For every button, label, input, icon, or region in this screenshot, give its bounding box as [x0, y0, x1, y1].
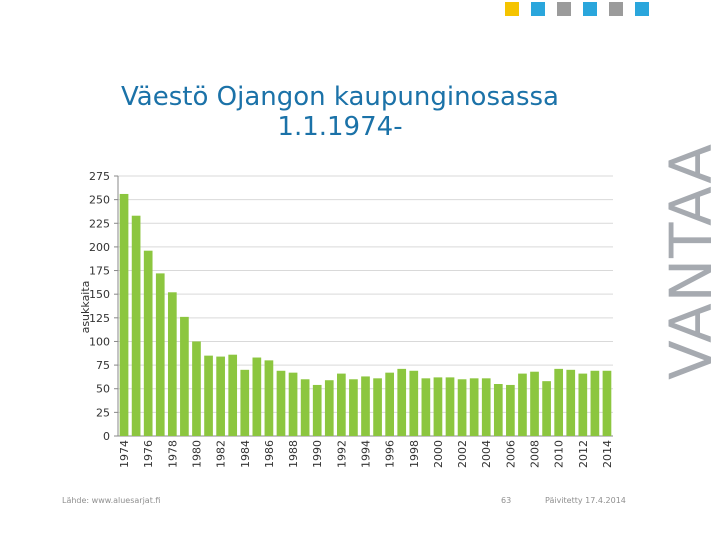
y-tick-label: 100 [89, 335, 110, 348]
chart-title: Väestö Ojangon kaupunginosassa 1.1.1974- [100, 82, 580, 142]
y-tick-label: 50 [96, 383, 110, 396]
bar [349, 379, 358, 436]
bar [457, 379, 467, 436]
x-tick-label: 1976 [142, 440, 155, 468]
y-tick-label: 75 [96, 359, 110, 372]
bar [361, 376, 370, 436]
bar [469, 378, 479, 436]
bar [324, 380, 334, 436]
x-tick-label: 2012 [577, 440, 590, 468]
bar [240, 369, 250, 436]
bar [433, 377, 443, 436]
bar [542, 381, 551, 436]
brand-color-squares [505, 2, 649, 16]
bar [300, 379, 310, 436]
bar [228, 354, 238, 436]
x-tick-label: 2010 [553, 440, 566, 468]
brand-color-square [557, 2, 571, 16]
bar [373, 378, 382, 436]
bar [602, 370, 612, 436]
x-tick-label: 1984 [239, 440, 252, 468]
y-tick-label: 225 [89, 217, 110, 230]
x-tick-label: 1990 [311, 440, 324, 468]
x-tick-label: 2008 [529, 440, 542, 468]
bar [180, 316, 189, 436]
bar [481, 378, 491, 436]
bar [506, 384, 515, 436]
bar [566, 369, 576, 436]
y-tick-label: 200 [89, 241, 110, 254]
bar [264, 360, 274, 436]
bar [337, 373, 346, 436]
bar [252, 357, 262, 436]
y-tick-label: 125 [89, 312, 110, 325]
x-tick-label: 2006 [504, 440, 517, 468]
bar [204, 355, 213, 436]
x-tick-label: 1988 [287, 440, 300, 468]
bar [554, 368, 564, 436]
bar [409, 370, 419, 436]
bar [155, 273, 165, 436]
chart-title-line1: Väestö Ojangon kaupunginosassa [121, 82, 559, 112]
x-tick-label: 2000 [432, 440, 445, 468]
y-tick-label: 175 [89, 265, 110, 278]
bar [192, 341, 201, 436]
source-text: Lähde: www.aluesarjat.fi [62, 496, 161, 505]
y-tick-label: 0 [103, 430, 110, 443]
bar [590, 370, 600, 436]
x-tick-label: 1992 [335, 440, 348, 468]
y-tick-label: 250 [89, 194, 110, 207]
bar [518, 373, 527, 436]
x-tick-label: 1982 [215, 440, 228, 468]
brand-color-square [505, 2, 519, 16]
y-tick-label: 25 [96, 406, 110, 419]
bar [493, 384, 503, 436]
y-tick-label: 275 [89, 170, 110, 183]
x-tick-label: 1974 [118, 440, 131, 468]
bar [421, 378, 431, 436]
bar [216, 356, 225, 436]
y-tick-label: 150 [89, 288, 110, 301]
brand-color-square [531, 2, 545, 16]
bar [119, 193, 129, 436]
x-tick-label: 1998 [408, 440, 421, 468]
bar [167, 292, 177, 436]
y-axis-label: asukkaita [79, 281, 92, 334]
x-tick-label: 1986 [263, 440, 276, 468]
page-number: 63 [501, 496, 512, 505]
brand-color-square [635, 2, 649, 16]
bar [312, 384, 322, 436]
updated-date: Päivitetty 17.4.2014 [545, 496, 626, 505]
brand-color-square [609, 2, 623, 16]
bar [385, 372, 394, 436]
chart-title-line2: 1.1.1974- [277, 112, 403, 142]
bar [530, 371, 539, 436]
bar [288, 372, 298, 436]
x-tick-label: 1978 [166, 440, 179, 468]
bar [445, 377, 455, 436]
bar [397, 368, 407, 436]
brand-color-square [583, 2, 597, 16]
bar [578, 373, 588, 436]
x-tick-label: 1996 [384, 440, 397, 468]
x-tick-label: 1994 [360, 440, 373, 468]
x-tick-label: 1980 [190, 440, 203, 468]
bar [143, 250, 153, 436]
x-tick-label: 2004 [480, 440, 493, 468]
bar [276, 370, 286, 436]
x-tick-label: 2002 [456, 440, 469, 468]
bar [131, 215, 141, 436]
x-tick-label: 2014 [601, 440, 614, 468]
